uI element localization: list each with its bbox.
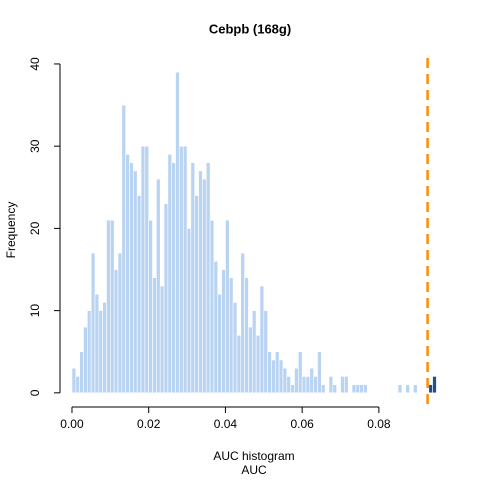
bar: [129, 162, 134, 394]
y-axis-label: Frequency: [4, 202, 18, 259]
bar: [363, 384, 368, 394]
bar: [305, 376, 311, 394]
bar: [301, 376, 307, 394]
bar: [240, 252, 245, 394]
x-axis-label: AUC: [241, 463, 267, 477]
x-tick-label: 0.00: [60, 417, 84, 431]
bar: [397, 384, 403, 394]
bar: [267, 351, 272, 394]
bar: [244, 277, 249, 394]
y-tick-label: 0: [28, 389, 42, 396]
bar: [236, 334, 242, 394]
bar: [136, 195, 142, 394]
bar: [113, 269, 119, 394]
bar: [313, 376, 318, 394]
bar: [202, 178, 207, 394]
bar: [98, 310, 103, 394]
bar: [228, 277, 234, 394]
bar: [175, 71, 180, 394]
bar: [152, 277, 157, 394]
bar: [428, 384, 433, 394]
y-tick-label: 30: [28, 139, 42, 153]
bar: [213, 260, 219, 394]
bar: [83, 326, 88, 394]
bar: [405, 384, 410, 394]
bar: [298, 351, 303, 394]
bar: [102, 302, 107, 394]
bar: [209, 219, 215, 394]
bar: [294, 367, 299, 394]
bar: [359, 384, 364, 394]
bar: [163, 203, 169, 394]
bar: [87, 310, 92, 394]
bar: [205, 162, 211, 394]
bar: [156, 178, 161, 394]
bar: [133, 170, 138, 394]
bar: [106, 219, 111, 394]
bar: [432, 376, 437, 394]
bar: [413, 384, 418, 394]
bar: [332, 384, 337, 394]
bar: [248, 326, 253, 394]
bar: [217, 293, 222, 394]
bar: [148, 219, 153, 394]
bar: [282, 367, 288, 394]
bar: [179, 145, 184, 394]
bar: [317, 351, 322, 394]
bar: [221, 269, 226, 394]
bar: [255, 334, 261, 394]
y-tick-label: 40: [28, 57, 42, 71]
bar: [198, 170, 203, 394]
bar: [167, 154, 173, 394]
bar: [79, 351, 84, 394]
x-tick-label: 0.08: [367, 417, 391, 431]
x-tick-label: 0.02: [137, 417, 161, 431]
bar: [121, 104, 126, 394]
bar: [117, 252, 123, 394]
bar: [194, 195, 199, 394]
bar: [321, 384, 326, 394]
bar: [328, 376, 334, 394]
bar: [71, 367, 77, 394]
bar: [309, 367, 314, 394]
bar: [278, 359, 284, 394]
bar: [290, 384, 295, 394]
bar: [171, 162, 176, 394]
bar: [140, 145, 146, 394]
bar: [110, 219, 115, 394]
bar: [251, 310, 257, 394]
bar: [274, 351, 280, 394]
bar: [340, 376, 345, 394]
bar: [355, 384, 360, 394]
bar: [286, 376, 291, 394]
bar: [90, 252, 96, 394]
bar: [75, 376, 80, 394]
bar: [225, 219, 230, 394]
bar: [94, 293, 100, 394]
bar: [344, 376, 349, 394]
bar: [125, 154, 130, 394]
x-tick-label: 0.04: [214, 417, 238, 431]
bar: [271, 359, 276, 394]
x-tick-label: 0.06: [290, 417, 314, 431]
bar: [144, 145, 150, 394]
bar: [186, 228, 192, 394]
bar: [232, 302, 238, 394]
y-tick-label: 10: [28, 304, 42, 318]
bar: [182, 145, 188, 394]
x-axis-label: AUC histogram: [213, 449, 294, 463]
bar: [259, 285, 265, 394]
bar: [351, 384, 357, 394]
bar: [190, 162, 196, 394]
y-tick-label: 20: [28, 221, 42, 235]
bar: [159, 285, 165, 394]
bar: [263, 310, 268, 394]
chart-title: Cebpb (168g): [209, 21, 291, 36]
